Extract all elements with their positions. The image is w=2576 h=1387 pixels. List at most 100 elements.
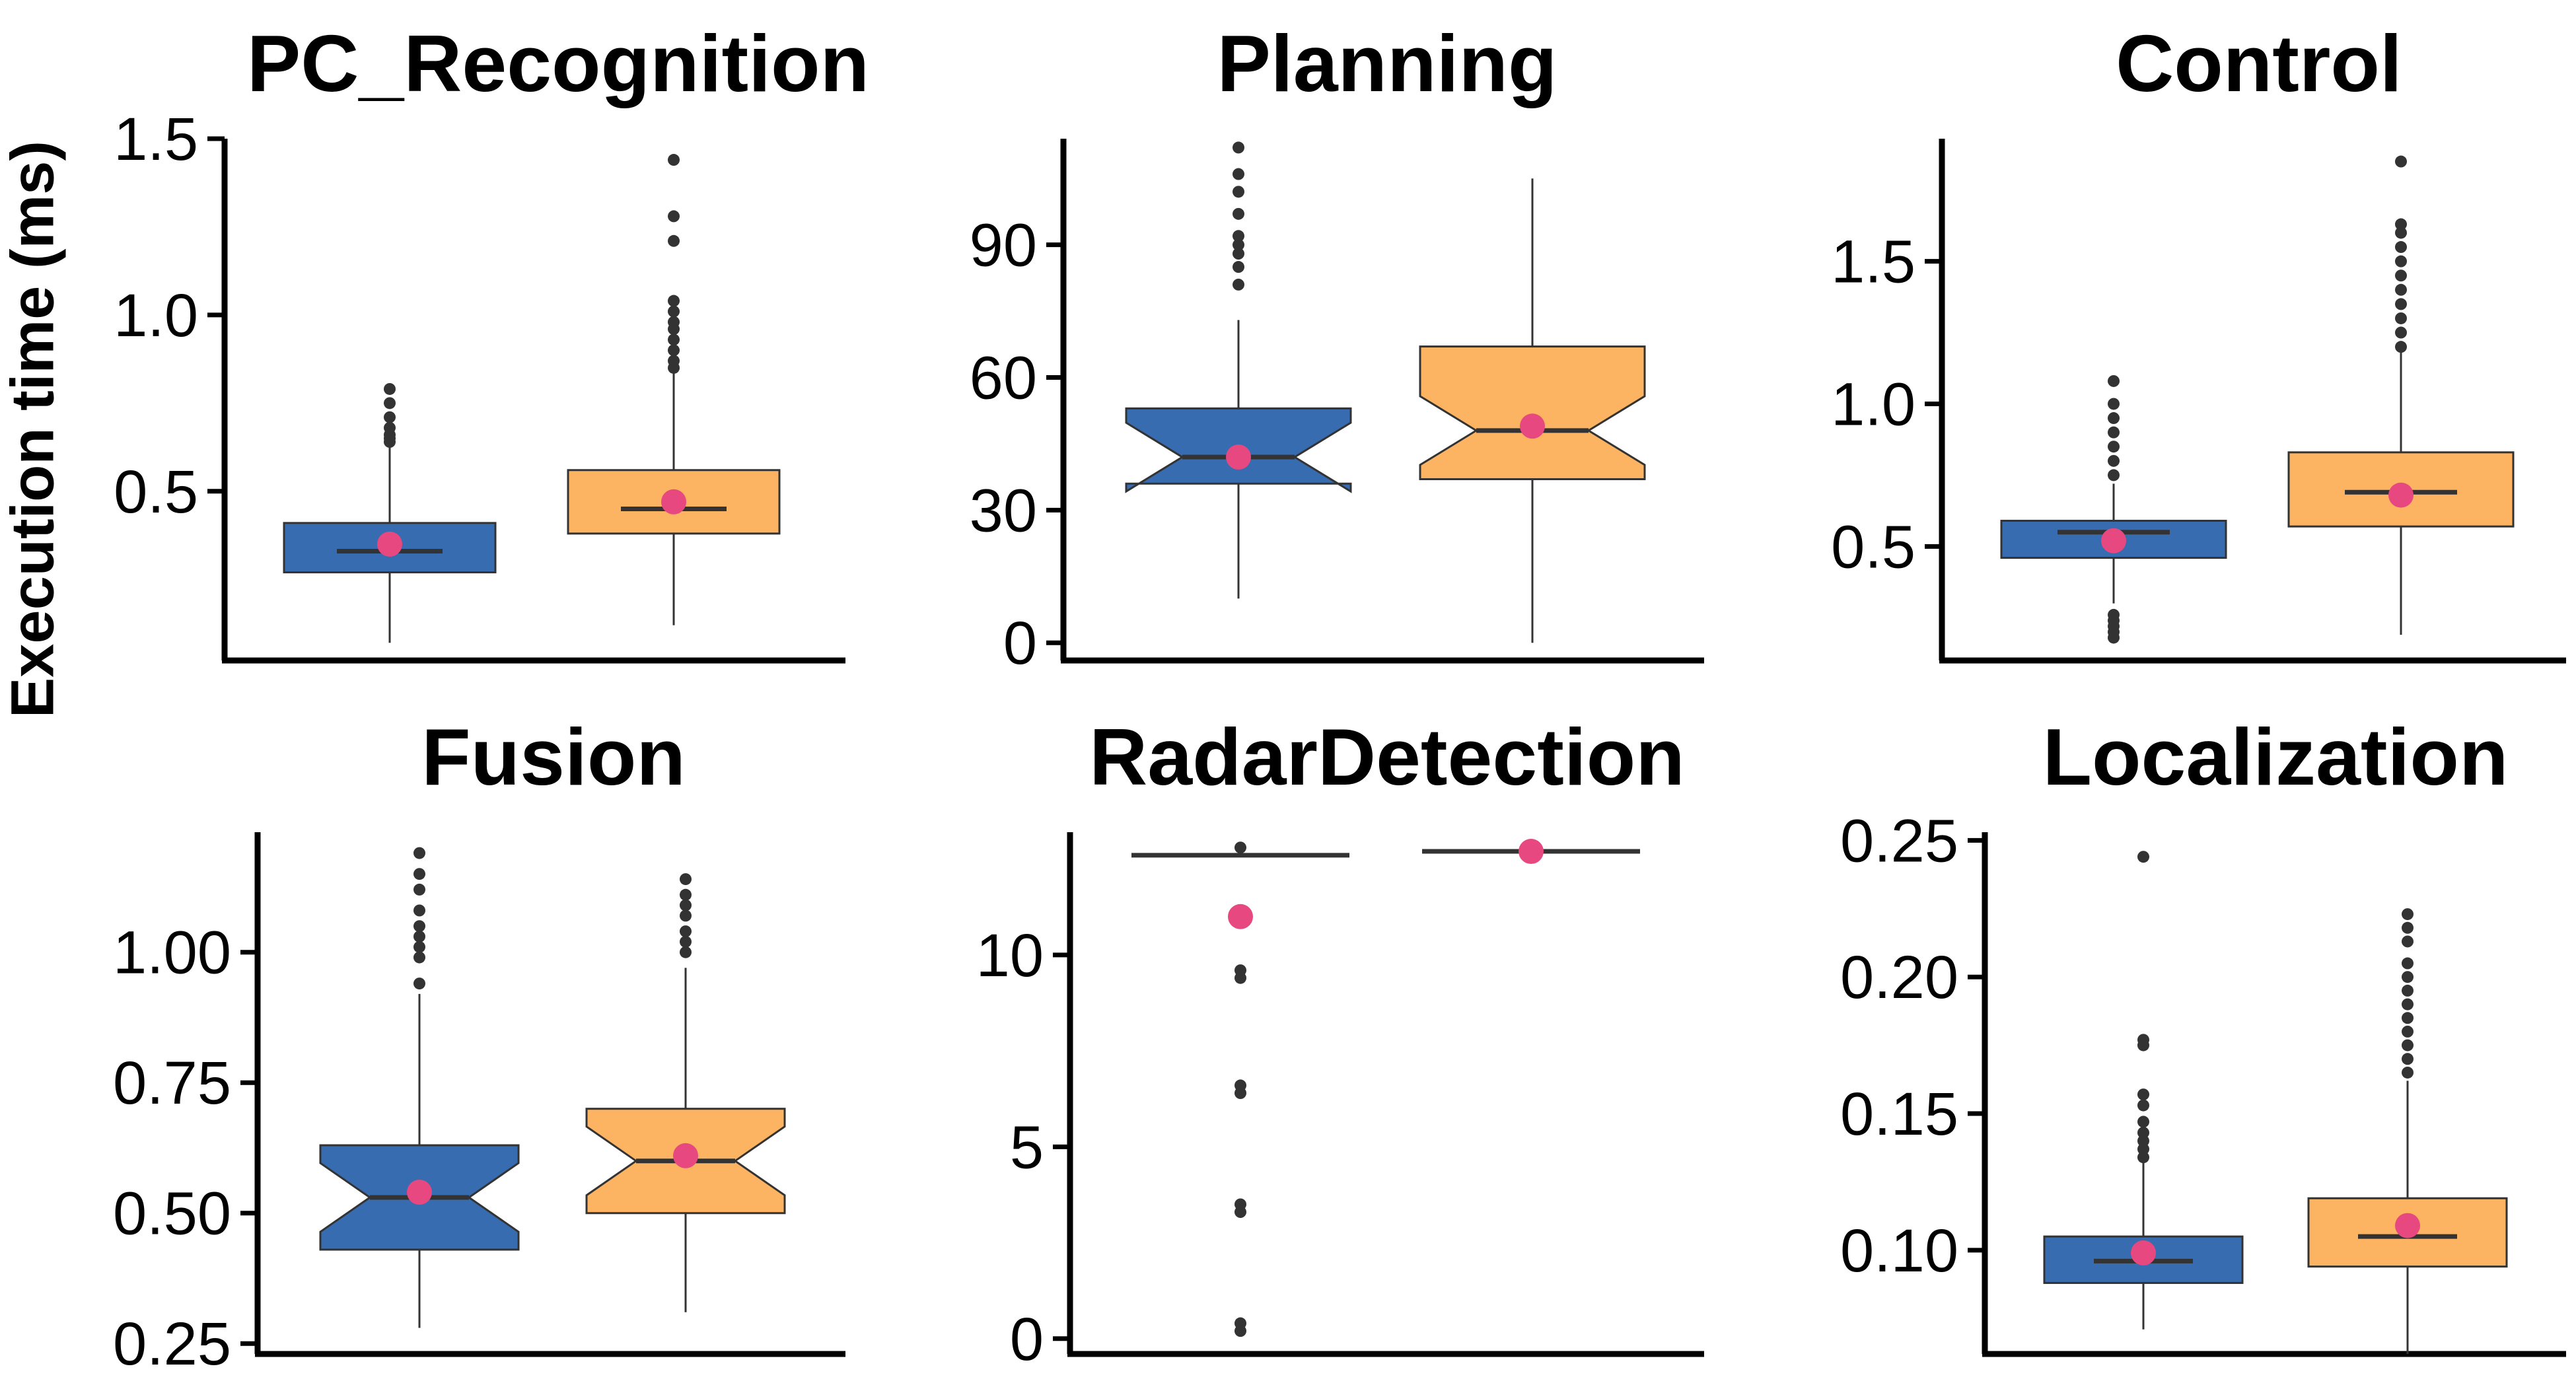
outlier-point <box>2395 312 2407 324</box>
outlier-point <box>680 899 692 911</box>
outlier-point <box>384 411 396 423</box>
outlier-point <box>2137 1126 2149 1139</box>
outlier-point <box>668 154 680 166</box>
y-tick-label: 30 <box>970 477 1037 544</box>
outlier-point <box>2402 998 2414 1011</box>
outlier-point <box>2402 1025 2414 1038</box>
outlier-point <box>2395 269 2407 282</box>
mean-point <box>1228 904 1253 929</box>
outlier-point <box>2402 957 2414 970</box>
outlier-point <box>413 920 425 933</box>
outlier-point <box>1234 841 1246 854</box>
mean-point <box>673 1143 698 1168</box>
outlier-point <box>2395 155 2407 168</box>
outlier-point <box>413 931 425 942</box>
outlier-point <box>384 421 396 434</box>
outlier-point <box>2402 984 2414 997</box>
outlier-point <box>2108 454 2120 467</box>
outlier-point <box>1234 1317 1246 1330</box>
outlier-point <box>668 234 680 247</box>
y-tick-label: 1.5 <box>1831 229 1915 296</box>
outlier-point <box>2402 1012 2414 1024</box>
outlier-point <box>1233 168 1244 180</box>
outlier-point <box>2395 326 2407 339</box>
outlier-point <box>668 344 680 357</box>
outlier-point <box>680 909 692 922</box>
outlier-point <box>1233 248 1244 260</box>
mean-point <box>1226 445 1251 470</box>
outlier-point <box>1234 1198 1246 1211</box>
outlier-point <box>413 868 425 880</box>
panel-title: Control <box>2116 18 2402 108</box>
outlier-point <box>2395 298 2407 310</box>
panel-title: PC_Recognition <box>247 18 869 108</box>
y-tick-label: 0.10 <box>1840 1217 1958 1285</box>
outlier-point <box>680 946 692 958</box>
outlier-point <box>1233 141 1244 154</box>
outlier-point <box>2108 608 2120 621</box>
outlier-point <box>1233 238 1244 251</box>
outlier-point <box>1234 964 1246 977</box>
y-tick-label: 1.0 <box>114 282 198 349</box>
outlier-point <box>668 316 680 328</box>
outlier-point <box>2137 1099 2149 1112</box>
y-tick-label: 0 <box>1010 1306 1044 1373</box>
y-tick-label: 0.5 <box>1831 513 1915 581</box>
y-tick-label: 60 <box>970 345 1037 412</box>
panel-title: Planning <box>1217 18 1557 108</box>
outlier-point <box>680 888 692 901</box>
y-tick-label: 1.0 <box>1831 371 1915 438</box>
outlier-point <box>2395 341 2407 353</box>
outlier-point <box>2402 908 2414 921</box>
outlier-point <box>2137 1116 2149 1128</box>
y-tick-label: 0.5 <box>114 458 198 526</box>
mean-point <box>407 1180 432 1205</box>
outlier-point <box>2108 412 2120 425</box>
outlier-point <box>668 355 680 367</box>
outlier-point <box>2402 1066 2414 1079</box>
outlier-point <box>1233 186 1244 198</box>
outlier-point <box>2108 374 2120 387</box>
mean-point <box>661 489 686 515</box>
y-tick-label: 90 <box>970 212 1037 279</box>
outlier-point <box>680 925 692 938</box>
outlier-point <box>1233 261 1244 273</box>
mean-point <box>2395 1213 2420 1238</box>
y-tick-label: 0.75 <box>113 1049 231 1117</box>
outlier-point <box>413 978 425 990</box>
y-tick-label: 0.50 <box>113 1180 231 1248</box>
outlier-point <box>680 873 692 886</box>
mean-point <box>2101 528 2126 553</box>
outlier-point <box>2395 255 2407 267</box>
outlier-point <box>2402 1039 2414 1051</box>
y-tick-label: 0 <box>1003 610 1037 677</box>
outlier-point <box>384 382 396 395</box>
y-tick-label: 0.25 <box>113 1310 231 1378</box>
outlier-point <box>413 941 425 953</box>
outlier-point <box>2395 283 2407 296</box>
outlier-point <box>2137 1135 2149 1147</box>
box-body <box>1419 345 1646 481</box>
outlier-point <box>2137 1143 2149 1155</box>
outlier-point <box>384 397 396 409</box>
panel-title: Fusion <box>421 712 686 802</box>
outlier-point <box>2137 1151 2149 1164</box>
outlier-point <box>2108 398 2120 410</box>
outlier-point <box>2137 851 2149 863</box>
outlier-point <box>668 295 680 307</box>
mean-point <box>2131 1240 2156 1265</box>
panel-title: Localization <box>2043 712 2509 802</box>
outlier-point <box>2108 469 2120 481</box>
mean-point <box>2388 482 2414 508</box>
outlier-point <box>413 847 425 859</box>
outlier-point <box>1234 1079 1246 1092</box>
mean-point <box>1519 839 1544 865</box>
y-tick-label: 1.00 <box>113 919 231 987</box>
outlier-point <box>413 951 425 964</box>
y-tick-label: 1.5 <box>114 106 198 173</box>
outlier-point <box>2108 426 2120 439</box>
outlier-point <box>413 904 425 917</box>
outlier-point <box>2137 1088 2149 1101</box>
outlier-point <box>2402 1053 2414 1065</box>
